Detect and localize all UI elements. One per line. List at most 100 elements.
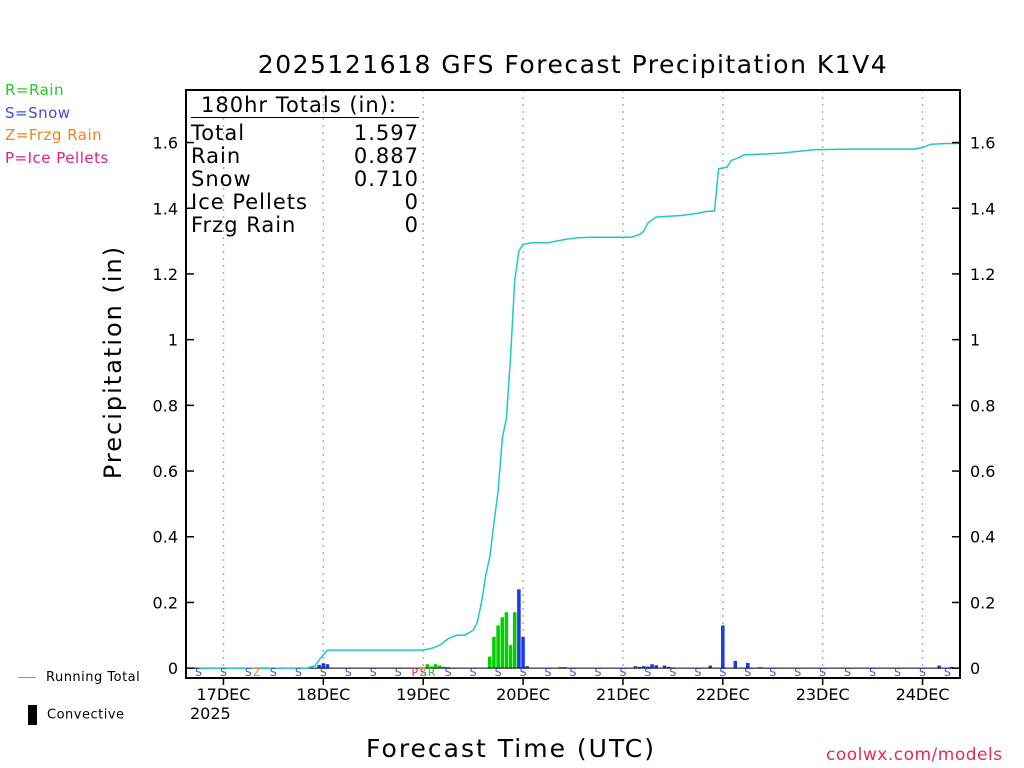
totals-label: Total [191, 121, 246, 145]
y-tick-label-right: 1.6 [970, 134, 995, 153]
y-tick-label-right: 0.2 [970, 593, 995, 612]
legend-convective-label: Convective [47, 707, 125, 723]
ptype-marker: P [412, 666, 419, 679]
legend-rain: R=Rain [5, 81, 64, 99]
y-tick-label: 0.4 [153, 528, 178, 547]
totals-row-total: Total 1.597 [191, 122, 419, 145]
legend-ice-pellets: P=Ice Pellets [5, 149, 109, 167]
y-tick-label: 0.2 [153, 593, 178, 612]
totals-label: Rain [191, 144, 242, 168]
ptype-marker: S [844, 666, 851, 679]
totals-value: 0.710 [353, 167, 419, 191]
convective-swatch [28, 705, 37, 725]
snow-bar [646, 666, 650, 669]
ptype-marker: S [345, 666, 352, 679]
y-tick-label: 0 [168, 659, 178, 678]
y-tick-label-right: 0.8 [970, 396, 995, 415]
y-tick-label: 1.2 [153, 265, 178, 284]
y-tick-label-right: 1.2 [970, 265, 995, 284]
rain-bar [425, 664, 430, 669]
snow-bar [650, 664, 654, 669]
ptype-marker: S [445, 666, 452, 679]
y-tick-label-right: 1.4 [970, 199, 995, 218]
chart-title: 2025121618 GFS Forecast Precipitation K1… [257, 50, 889, 79]
totals-label: Snow [191, 167, 252, 191]
ptype-marker: S [669, 666, 676, 679]
rain-bar [438, 665, 442, 669]
rain-bar [496, 625, 500, 669]
snow-bar [654, 665, 658, 669]
ptype-marker: S [744, 666, 751, 679]
legend-running-total: Running Total [18, 670, 140, 685]
snow-bar [633, 666, 638, 669]
snow-bar [521, 636, 525, 669]
ptype-marker: S [694, 666, 701, 679]
ptype-marker: S [570, 666, 577, 679]
snow-bar [641, 666, 646, 669]
y-tick-label: 0.6 [153, 462, 178, 481]
snow-bar [746, 662, 750, 669]
legend-convective: Convective [18, 705, 125, 725]
ptype-marker: Z [253, 666, 261, 679]
ptype-marker: S [520, 666, 527, 679]
ptype-marker: Z [419, 666, 427, 679]
rain-bar [508, 645, 513, 669]
x-tick-label: 18DEC [296, 685, 350, 704]
totals-label: Frzg Rain [191, 213, 297, 237]
snow-bar [662, 665, 667, 669]
ptype-marker: S [594, 666, 601, 679]
totals-value: 0 [404, 213, 419, 237]
rain-bar [442, 666, 446, 669]
ptype-marker: S [545, 666, 552, 679]
snow-bar [949, 666, 954, 669]
snow-bar [733, 660, 738, 669]
snow-bar [937, 665, 941, 669]
snow-bar [637, 666, 642, 669]
totals-row-freezing-rain: Frzg Rain 0 [191, 214, 419, 237]
totals-box: 180hr Totals (in): Total 1.597 Rain 0.88… [191, 94, 419, 237]
y-tick-label-right: 0.6 [970, 462, 995, 481]
snow-bar [517, 589, 521, 669]
x-tick-label: 22DEC [696, 685, 750, 704]
ptype-marker: S [769, 666, 776, 679]
y-tick-label-right: 0 [970, 659, 980, 678]
x-tick-label: 17DEC [196, 685, 250, 704]
ptype-marker: S [495, 666, 502, 679]
ptype-marker: S [869, 666, 876, 679]
rain-bar [488, 656, 492, 669]
totals-row-snow: Snow 0.710 [191, 168, 419, 191]
y-tick-label-right: 1 [970, 331, 980, 350]
legend-snow: S=Snow [5, 104, 71, 122]
snow-bar [708, 665, 713, 669]
rain-bar [492, 636, 496, 669]
running-total-line [198, 142, 960, 669]
ptype-marker: S [919, 666, 926, 679]
x-axis-label: Forecast Time (UTC) [366, 734, 656, 763]
snow-bar [666, 666, 671, 669]
ptype-marker: S [245, 666, 252, 679]
ptype-marker: S [370, 666, 377, 679]
x-tick-label: 20DEC [496, 685, 550, 704]
totals-header: 180hr Totals (in): [191, 94, 419, 118]
x-tick-label: 21DEC [596, 685, 650, 704]
ptype-marker: S [320, 666, 327, 679]
totals-label: Ice Pellets [191, 190, 308, 214]
totals-row-ice-pellets: Ice Pellets 0 [191, 191, 419, 214]
ptype-marker: S [619, 666, 626, 679]
plot-frame [185, 89, 961, 679]
y-tick-label: 1 [168, 331, 178, 350]
ptype-marker: S [894, 666, 901, 679]
legend-freezing-rain: Z=Frzg Rain [5, 126, 103, 144]
ptype-marker: S [420, 666, 427, 679]
ptype-marker: S [270, 666, 277, 679]
snow-bar [321, 663, 326, 669]
ptype-marker: S [819, 666, 826, 679]
ptype-marker: S [295, 666, 302, 679]
year-label: 2025 [190, 704, 231, 723]
ptype-marker: R [428, 666, 436, 679]
legend-running-total-label: Running Total [46, 670, 141, 685]
totals-value: 0.887 [353, 144, 419, 168]
rain-bar [504, 612, 509, 669]
running-total-line-swatch [18, 677, 36, 678]
